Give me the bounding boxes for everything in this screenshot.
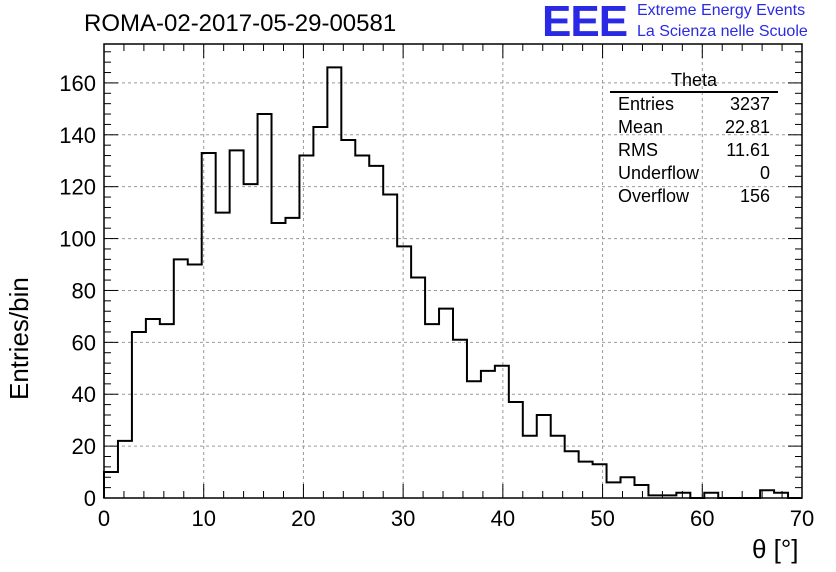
y-tick-label: 80 xyxy=(72,278,96,303)
stats-row-mean: Mean 22.81 xyxy=(610,116,778,139)
histogram-bin xyxy=(174,259,188,498)
histogram-bin xyxy=(258,114,272,498)
histogram-bin xyxy=(313,127,327,498)
y-tick-label: 140 xyxy=(59,123,96,148)
stats-title: Theta xyxy=(610,70,778,93)
stats-row-entries: Entries 3237 xyxy=(610,93,778,116)
histogram-bin xyxy=(537,415,551,498)
stats-row-overflow: Overflow 156 xyxy=(610,185,778,208)
histogram-bin xyxy=(704,493,718,498)
histogram-bin xyxy=(481,371,495,498)
histogram-bin xyxy=(327,67,341,498)
y-tick-label: 0 xyxy=(84,486,96,511)
x-tick-label: 50 xyxy=(590,506,614,531)
logo-line-2: La Scienza nelle Scuole xyxy=(637,23,808,40)
plot-frame xyxy=(103,43,803,499)
stats-label: Overflow xyxy=(618,186,690,206)
x-axis-label: θ [°] xyxy=(752,534,799,564)
stats-box: Theta Entries 3237 Mean 22.81 RMS 11.61 … xyxy=(610,70,778,208)
histogram-bin xyxy=(188,265,202,498)
histogram-bin xyxy=(369,166,383,498)
stats-value: 3237 xyxy=(729,94,770,114)
stats-value: 11.61 xyxy=(726,140,770,160)
histogram-bin xyxy=(383,194,397,498)
y-tick-label: 100 xyxy=(59,227,96,252)
histogram-bin xyxy=(244,184,258,498)
histogram-bin xyxy=(146,319,160,498)
x-tick-label: 30 xyxy=(391,506,415,531)
histogram-bin xyxy=(355,156,369,498)
stats-value: 22.81 xyxy=(724,117,770,137)
x-tick-label: 40 xyxy=(491,506,515,531)
y-tick-label: 120 xyxy=(59,175,96,200)
histogram-bin xyxy=(495,366,509,498)
histogram-bin xyxy=(202,153,216,498)
logo-line-1: Extreme Energy Events xyxy=(637,2,806,19)
y-tick-label: 20 xyxy=(72,434,96,459)
histogram-bin xyxy=(774,493,788,498)
stats-label: Underflow xyxy=(618,163,700,183)
histogram-bin xyxy=(634,485,648,498)
histogram-bin xyxy=(593,464,607,498)
y-tick-label: 40 xyxy=(72,382,96,407)
histogram-bin xyxy=(299,156,313,498)
y-tick-label: 60 xyxy=(72,330,96,355)
stats-value: 0 xyxy=(759,163,770,183)
histogram-bin xyxy=(285,218,299,498)
histogram-bin xyxy=(411,277,425,498)
histogram-bin xyxy=(341,140,355,498)
stats-row-underflow: Underflow 0 xyxy=(610,162,778,185)
histogram-bin xyxy=(551,436,565,498)
histogram-bin xyxy=(509,402,523,498)
histogram-bin xyxy=(397,246,411,498)
stats-value: 156 xyxy=(739,186,770,206)
x-tick-label: 70 xyxy=(790,506,814,531)
stats-label: RMS xyxy=(618,140,658,160)
histogram-bin xyxy=(523,436,537,498)
histogram-outline xyxy=(103,66,802,499)
histogram-bin xyxy=(132,332,146,498)
y-tick-label: 160 xyxy=(59,71,96,96)
histogram-bin xyxy=(160,324,174,498)
histogram-bin xyxy=(453,340,467,498)
stats-label: Entries xyxy=(618,94,675,114)
eee-logo: EEE xyxy=(542,0,628,46)
histogram-bin xyxy=(425,324,439,498)
histogram-bin xyxy=(565,451,579,498)
histogram-bin xyxy=(118,441,132,498)
histogram-bin xyxy=(607,482,621,498)
x-tick-label: 60 xyxy=(690,506,714,531)
histogram-bin xyxy=(439,309,453,498)
histogram-bin xyxy=(230,150,244,498)
histogram-bin xyxy=(579,462,593,498)
chart-title: ROMA-02-2017-05-29-00581 xyxy=(84,10,397,37)
stats-label: Mean xyxy=(618,117,664,137)
histogram-bin xyxy=(467,381,481,498)
y-axis-label: Entries/bin xyxy=(4,277,34,400)
histogram-bin xyxy=(676,493,690,498)
histogram-bin xyxy=(272,223,286,498)
histogram-bin xyxy=(104,472,118,498)
x-tick-label: 0 xyxy=(98,506,110,531)
x-tick-label: 20 xyxy=(291,506,315,531)
stats-row-rms: RMS 11.61 xyxy=(610,139,778,162)
histogram-bin xyxy=(216,213,230,498)
x-tick-label: 10 xyxy=(191,506,215,531)
